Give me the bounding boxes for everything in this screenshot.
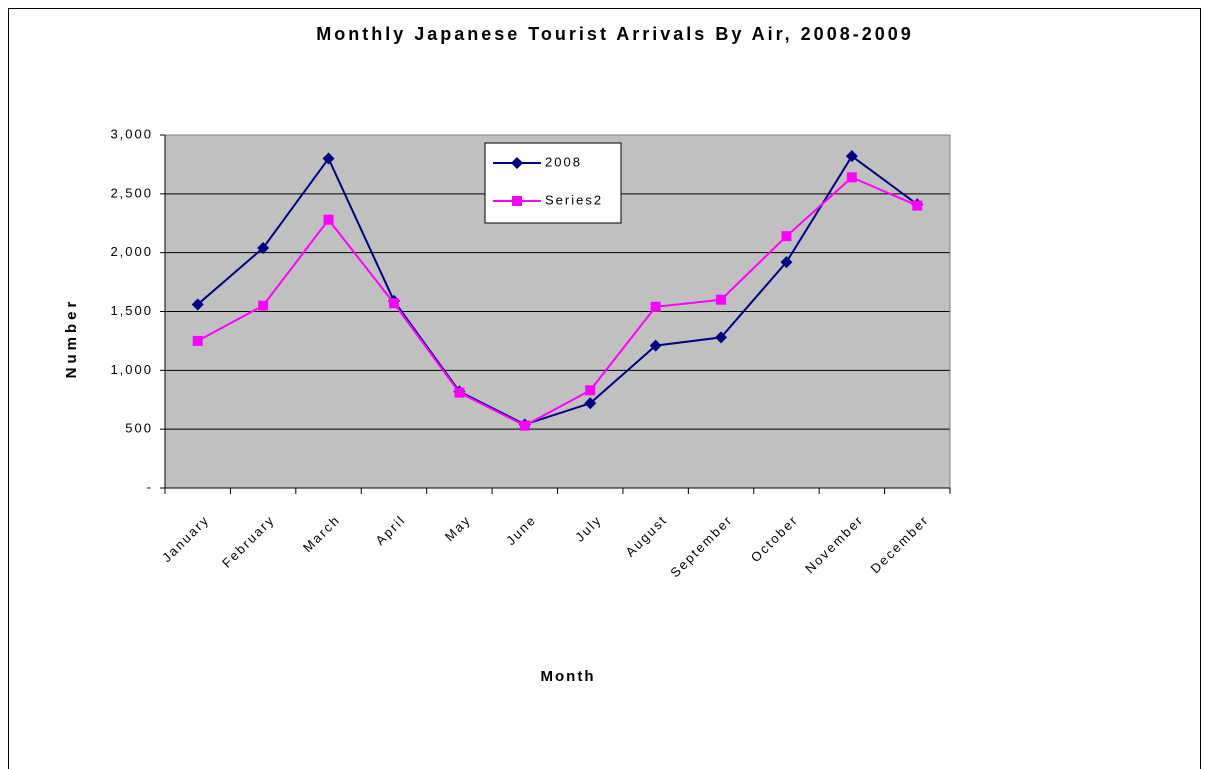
marker	[511, 157, 523, 169]
legend-label: Series2	[545, 192, 603, 207]
marker	[650, 301, 661, 312]
marker	[322, 152, 335, 165]
marker	[388, 298, 399, 309]
series-line	[197, 176, 918, 427]
legend-box	[484, 142, 622, 224]
y-tick-label: 1,500	[110, 303, 153, 318]
series-line	[197, 154, 918, 426]
marker	[585, 385, 596, 396]
y-tick-label: 500	[125, 421, 153, 436]
marker	[257, 241, 270, 254]
chart-title: Monthly Japanese Tourist Arrivals By Air…	[316, 24, 914, 44]
legend-label: 2008	[545, 154, 582, 169]
marker	[912, 200, 923, 211]
marker	[454, 387, 465, 398]
marker	[715, 331, 728, 344]
marker	[191, 298, 204, 311]
y-tick-label: 2,500	[110, 185, 153, 200]
marker	[716, 294, 727, 305]
marker	[584, 397, 597, 410]
x-axis-label: Month	[541, 668, 596, 685]
marker	[846, 172, 857, 183]
marker	[192, 335, 203, 346]
y-tick-label: 3,000	[110, 126, 153, 141]
marker	[258, 300, 269, 311]
marker	[519, 420, 530, 431]
marker	[845, 150, 858, 163]
y-tick-label: 1,000	[110, 362, 153, 377]
marker	[649, 339, 662, 352]
marker	[780, 256, 793, 269]
marker	[781, 231, 792, 242]
marker	[512, 196, 522, 206]
marker	[323, 214, 334, 225]
y-tick-label: 2,000	[110, 244, 153, 259]
y-tick-label: -	[147, 479, 153, 494]
y-axis-label: Number	[63, 298, 80, 379]
